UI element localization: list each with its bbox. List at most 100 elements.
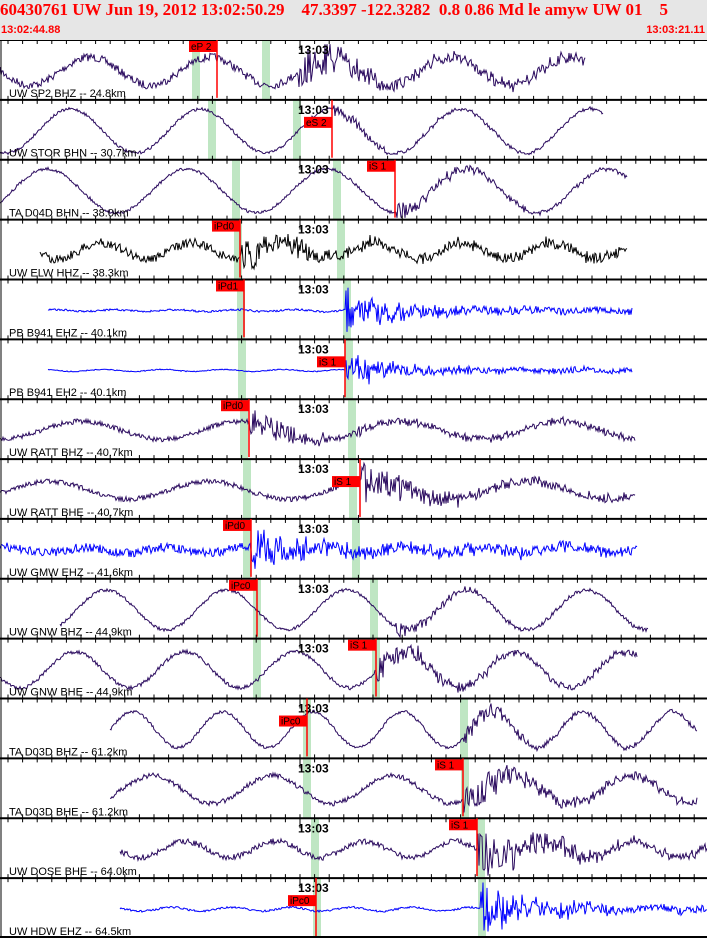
channel-label: UW SP2 BHZ -- 24.8km [9,88,126,100]
phase-pick-label: iS 1 [350,641,368,652]
phase-pick-label: iPc0 [281,717,301,728]
p-window-band [303,758,311,819]
phase-pick-tag[interactable] [317,356,345,368]
phase-pick-tag[interactable] [212,220,240,232]
start-time: 13:02:44.88 [1,24,61,36]
time-tick-label: 13:03 [298,761,329,775]
phase-pick-tag[interactable] [223,519,251,531]
channel-label: UW HDW EHZ -- 64.5km [9,926,131,938]
s-window-band [343,279,351,340]
p-window-band [313,878,321,938]
waveform-trace [59,586,649,639]
waveform-trace [119,832,707,876]
s-window-band [370,578,378,639]
channel-panel[interactable]: 13:03 iPd0 UW RATT BHZ -- 40.7km [0,395,707,460]
waveform-trace [47,287,633,332]
phase-pick-label: iPd1 [218,281,238,292]
channel-label: UW GNW BHE -- 44.9km [9,687,132,699]
waveform-trace [0,105,604,156]
channel-label: TA D04D BHN -- 38.0km [9,208,129,220]
channel-label: UW RATT BHE -- 40.7km [9,507,133,519]
channel-panel[interactable]: 13:03 iS 1 UW GNW BHE -- 44.9km [0,634,707,699]
waveform-trace [0,643,638,693]
channel-label: UW ELW HHZ -- 38.3km [9,267,129,279]
channel-label: UW DOSE BHE -- 64.0km [9,866,137,878]
channel-label: TA D03D BHZ -- 61.2km [9,746,127,758]
phase-pick-tag[interactable] [229,579,257,591]
waveform-trace [119,882,707,932]
waveform-trace [109,703,698,753]
channel-panel[interactable]: 13:03 iS 1 TA D03D BHE -- 61.2km [0,754,707,819]
p-window-band [192,40,200,100]
phase-pick-tag[interactable] [189,41,217,52]
time-tick-label: 13:03 [298,223,329,237]
time-tick-label: 13:03 [298,342,329,356]
channel-label: UW RATT BHZ -- 40.7km [9,447,133,459]
p-window-band [240,399,248,460]
channel-panel[interactable]: 13:03 iS 1 TA D04D BHN -- 38.0km [0,155,707,220]
channel-label: UW GNW BHZ -- 44.9km [9,627,132,639]
channel-panel[interactable]: 13:03 iS 1 UW DOSE BHE -- 64.0km [0,814,707,878]
phase-pick-label: iS 1 [451,820,469,831]
p-window-band [232,159,240,220]
phase-pick-tag[interactable] [348,639,376,651]
phase-pick-tag[interactable] [279,715,307,727]
waveform-trace [39,233,628,271]
channel-panel[interactable]: 13:03 iPc0 UW GNW BHZ -- 44.9km [0,574,707,639]
phase-pick-label: iPc0 [290,896,310,907]
phase-pick-tag[interactable] [304,116,332,128]
end-time: 13:03:21.11 [646,24,705,36]
phase-pick-tag[interactable] [288,895,316,907]
channel-panel[interactable]: 13:03 iS 1 UW RATT BHE -- 40.7km [0,455,707,519]
phase-pick-tag[interactable] [221,400,249,412]
p-window-band [243,518,251,579]
s-window-band [333,159,341,220]
phase-pick-label: iS 1 [437,760,455,771]
channel-label: TA D03D BHE -- 61.2km [9,806,128,818]
s-window-band [337,219,345,280]
waveform-trace [0,529,638,569]
waveform-trace [0,44,586,93]
phase-pick-tag[interactable] [367,160,395,172]
phase-pick-label: iS 1 [334,477,352,488]
s-window-band [460,698,468,759]
time-tick-label: 13:03 [298,522,329,536]
s-window-band [293,99,301,160]
time-tick-label: 13:03 [298,103,329,117]
time-tick-label: 13:03 [298,642,329,656]
time-tick-label: 13:03 [298,43,329,57]
channel-panel[interactable]: 13:03 iPd0 UW GMW EHZ -- 41.6km [0,514,707,579]
phase-pick-label: iPd0 [214,222,234,233]
channel-label: PB B941 EHZ -- 40.1km [9,327,127,339]
phase-pick-tag[interactable] [449,819,477,831]
phase-pick-label: iPc0 [231,581,251,592]
p-window-band [253,638,261,699]
waveform-trace [0,410,636,447]
phase-pick-tag[interactable] [332,476,360,488]
phase-pick-label: iS 1 [319,357,337,368]
time-tick-label: 13:03 [298,702,329,716]
time-tick-label: 13:03 [298,462,329,476]
phase-pick-tag[interactable] [435,759,463,771]
s-window-band [348,399,356,460]
phase-pick-label: eS 2 [306,118,327,129]
channel-label: PB B941 EH2 -- 40.1km [9,387,126,399]
channel-panel[interactable]: 13:03 iPd1 PB B941 EHZ -- 40.1km [0,275,707,339]
channel-label: UW STOR BHN -- 30.7km [9,148,137,160]
waveform-trace [0,461,636,508]
phase-pick-label: eP 2 [191,42,212,53]
phase-pick-tag[interactable] [216,280,244,292]
s-window-band [349,459,357,519]
channel-panel[interactable]: 13:03 eP 2 UW SP2 BHZ -- 24.8km [0,40,707,100]
event-header: 60430761 UW Jun 19, 2012 13:02:50.29 47.… [0,0,707,40]
channel-panel[interactable]: 13:03 iPd0 UW ELW HHZ -- 38.3km [0,215,707,280]
waveform-trace [109,764,698,813]
p-window-band [208,99,216,160]
p-window-band [311,818,319,879]
